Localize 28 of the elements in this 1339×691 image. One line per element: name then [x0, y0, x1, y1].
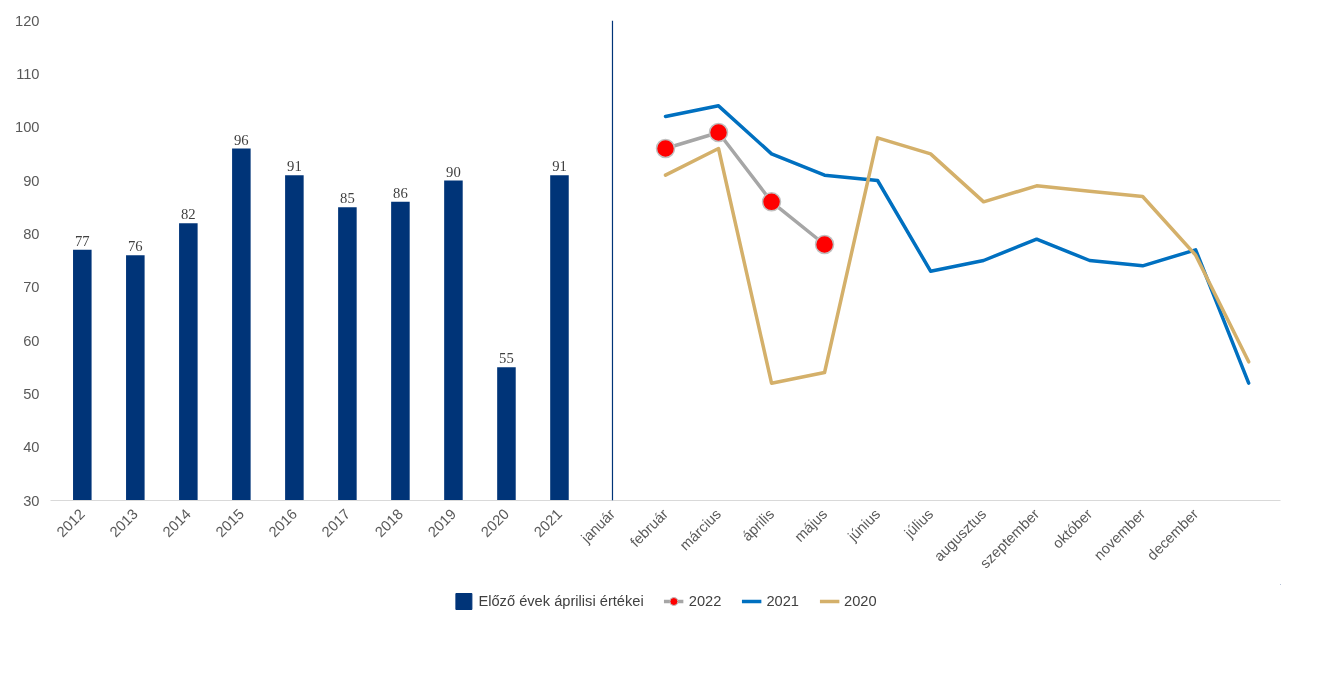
y-tick-label: 100 [15, 119, 40, 136]
y-tick-label: 30 [23, 492, 40, 509]
point [814, 234, 835, 255]
legend-label: Előző évek áprilisi értékei [478, 593, 644, 609]
data-label: 91 [287, 158, 302, 175]
y-tick-label: 80 [23, 225, 40, 242]
data-label: 85 [340, 190, 355, 207]
data-label: 55 [499, 350, 514, 367]
point [761, 192, 782, 212]
point [655, 138, 676, 159]
y-tick-label: 50 [23, 385, 40, 402]
y-tick-label: 60 [23, 332, 40, 349]
data-label: 77 [74, 232, 90, 249]
data-label: 90 [446, 163, 461, 180]
point [708, 122, 729, 143]
data-label: 91 [552, 158, 567, 175]
legend-label: 2022 [688, 593, 722, 609]
legend-label: 2021 [766, 593, 799, 609]
data-label: 82 [181, 206, 196, 223]
y-tick-label: 90 [23, 172, 40, 189]
legend-label: 2020 [843, 593, 877, 609]
y-tick-label: 110 [16, 65, 40, 82]
y-tick-label: 70 [23, 279, 40, 296]
y-tick-label: 120 [15, 12, 40, 29]
data-label: 96 [234, 131, 249, 148]
y-tick-label: 40 [23, 439, 40, 456]
data-label: 76 [128, 238, 143, 255]
data-label: 86 [393, 184, 408, 201]
